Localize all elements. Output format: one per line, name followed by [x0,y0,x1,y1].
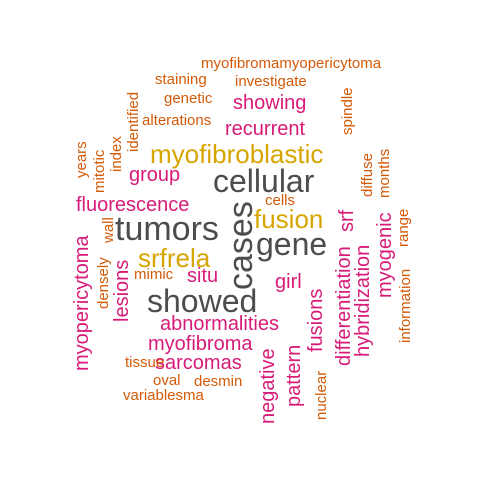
word-identified: identified [125,91,142,152]
word-information: information [397,268,414,343]
word-sarcomas: sarcomas [155,352,242,374]
word-hybridization: hybridization [352,244,374,357]
word-desmin: desmin [194,373,243,390]
word-differentiation: differentiation [333,246,355,366]
word-staining: staining [155,71,207,88]
word-variablesma: variablesma [123,387,204,404]
word-showing: showing [233,92,307,114]
word-alterations: alterations [142,112,212,129]
word-cells: cells [265,192,296,209]
word-mitotic: mitotic [91,149,108,193]
word-group: group [129,164,181,186]
word-girl: girl [275,271,302,293]
word-years: years [73,141,90,178]
word-srfrela: srfrela [138,243,211,273]
word-fusion: fusion [254,204,324,234]
word-situ: situ [187,265,219,287]
word-nuclear: nuclear [313,370,330,420]
word-spindle: spindle [339,87,356,135]
word-tissue: tissue [125,354,165,371]
word-showed: showed [147,283,258,319]
word-oval: oval [153,372,181,389]
word-myopericytoma: myopericytoma [71,235,93,371]
word-diffuse: diffuse [359,153,376,197]
word-gene: gene [256,226,328,262]
word-fusions: fusions [305,288,327,352]
word-pattern: pattern [283,344,305,407]
word-negative: negative [257,348,279,424]
word-range: range [395,208,412,247]
word-index: index [108,136,125,172]
word-wall: wall [100,217,117,243]
word-recurrent: recurrent [225,118,306,140]
word-tumors: tumors [115,210,219,248]
word-myofibromamyopericytoma: myofibromamyopericytoma [201,55,382,72]
word-myofibroblastic: myofibroblastic [150,139,324,169]
word-abnormalities: abnormalities [160,313,279,335]
word-fluorescence: fluorescence [76,194,190,216]
word-myofibroma: myofibroma [148,333,253,355]
word-months: months [376,148,393,198]
word-densely: densely [95,257,112,309]
word-genetic: genetic [164,90,213,107]
word-cases: cases [222,201,260,290]
word-lesions: lesions [111,259,133,322]
word-myogenic: myogenic [374,212,396,298]
word-srf: srf [336,209,358,232]
word-investigate: investigate [235,73,307,90]
word-cellular: cellular [213,163,315,199]
word-mimic: mimic [134,266,174,283]
